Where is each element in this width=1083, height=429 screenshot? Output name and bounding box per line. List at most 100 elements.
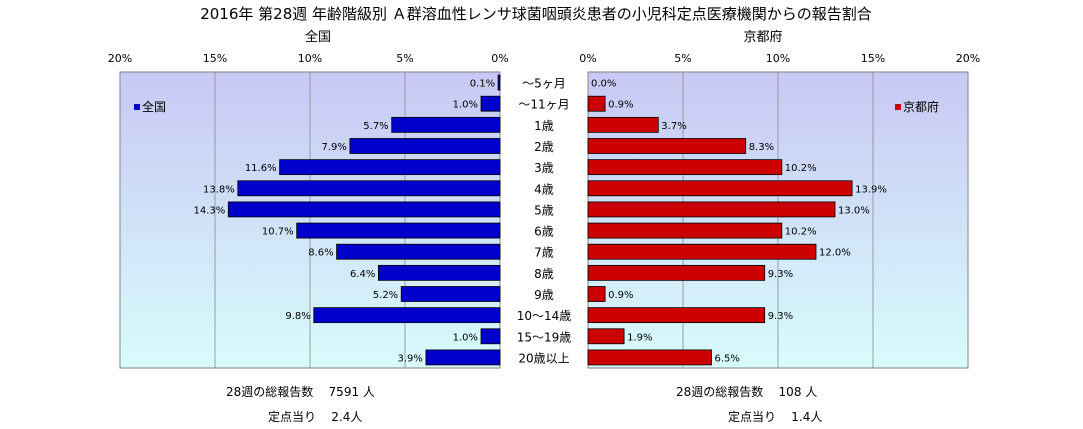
left-bar-label: 10.7% [262,227,294,238]
right-bar-label: 10.2% [785,163,817,174]
right-bar [587,328,625,345]
right-total-value: 108 人 [778,385,818,399]
category-label: 9歳 [534,288,554,302]
right-bar [587,307,766,324]
category-label: 10～14歳 [517,309,572,323]
right-tick-label: 15% [861,52,885,65]
right-bar-label: 12.0% [819,248,851,259]
right-bar [587,95,606,112]
right-tick-label: 20% [956,52,980,65]
category-label: 2歳 [534,140,554,154]
left-bar [377,264,501,281]
left-bar [237,180,501,197]
category-label: ～5ヶ月 [522,77,566,91]
left-per-value: 2.4人 [331,410,363,424]
left-per-site: 定点当り 2.4人 [268,408,362,425]
left-tick-labels: 20% 15% 10% 5% 0% [108,52,509,65]
right-bar [587,138,747,154]
left-bar-label: 8.6% [308,248,333,259]
right-per-site: 定点当り 1.4人 [728,408,822,425]
right-bar-label: 0.0% [591,79,616,90]
left-bar-label: 9.8% [285,311,310,322]
left-bar-label: 11.6% [245,163,277,174]
right-bar [587,180,853,197]
category-label: 15～19歳 [517,330,572,344]
right-tick-label: 0% [579,52,596,65]
left-total: 28週の総報告数 7591 人 [226,383,375,400]
category-label: 6歳 [534,225,554,239]
left-tick-label: 0% [491,52,508,65]
chart-title: 2016年 第28週 年齢階級別 Ａ群溶血性レンサ球菌咽頭炎患者の小児科定点医療… [200,5,872,23]
category-label: 4歳 [534,182,554,196]
left-bar-label: 1.0% [453,332,478,343]
legend-right-label: 京都府 [903,99,939,114]
right-bar [587,222,783,239]
right-per-value: 1.4人 [791,410,823,424]
right-bar-label: 6.5% [715,353,740,364]
left-bar-label: 1.0% [453,100,478,111]
left-bar [313,307,501,324]
right-tick-labels: 0% 5% 10% 15% 20% [579,52,980,65]
right-subtitle: 京都府 [743,30,782,45]
right-total-label: 28週の総報告数 [676,385,764,399]
category-labels: ～5ヶ月 ～11ヶ月 1歳 2歳 3歳 4歳 5歳 6歳 7歳 8歳 9歳 10～14歳 15～19歳 2… [517,77,572,366]
right-bar-label: 0.9% [608,290,633,301]
right-tick-label: 10% [766,52,790,65]
left-bar-label: 13.8% [203,184,235,195]
left-bar-label: 5.7% [363,121,388,132]
left-bar-label: 0.1% [470,79,495,90]
right-bar-label: 8.3% [749,142,774,153]
right-total: 28週の総報告数 108 人 [676,383,817,400]
left-bar-label: 6.4% [350,269,375,280]
category-label: ～11ヶ月 [518,98,569,112]
right-bar [587,264,766,281]
left-bar [400,286,501,302]
category-label: 3歳 [534,161,554,175]
legend-left-swatch [134,104,140,110]
category-label: 1歳 [534,119,554,133]
left-per-label: 定点当り [268,410,317,424]
right-bar [587,286,606,302]
right-bar-label: 3.7% [661,121,686,132]
right-bar [587,349,712,366]
legend-left: 全国 [134,99,166,114]
left-tick-label: 5% [396,52,413,65]
left-bar [279,159,501,176]
right-bar [587,243,817,260]
category-label: 20歳以上 [518,351,569,365]
right-per-label: 定点当り [728,410,777,424]
left-bar-label: 5.2% [373,290,398,301]
left-bar [349,138,501,154]
right-bar [587,201,836,218]
left-bar [480,328,501,345]
legend-left-label: 全国 [142,99,166,114]
right-bar-label: 9.3% [768,269,793,280]
right-bar-label: 0.9% [608,100,633,111]
right-bar-label: 9.3% [768,311,793,322]
left-bar [391,116,501,133]
left-bars: 0.1% 1.0% 5.7% 7.9% 11.6% 13.8% 14.3% 10.7% 8.6%… [194,74,501,366]
left-bar-label: 3.9% [397,353,422,364]
category-label: 5歳 [534,203,554,217]
left-bar-label: 14.3% [194,205,226,216]
left-bar [227,201,501,218]
left-total-label: 28週の総報告数 [226,385,314,399]
right-bar [587,116,659,133]
left-bar [296,222,501,239]
left-bar-label: 7.9% [321,142,346,153]
category-label: 8歳 [534,267,554,281]
left-bar [480,95,501,112]
left-total-value: 7591 人 [328,385,375,399]
category-label: 7歳 [534,246,554,260]
right-tick-label: 5% [674,52,691,65]
right-bars: 0.0%0.9%3.7%8.3%10.2%13.9%13.0%10.2%12.0… [587,79,887,366]
right-bar-label: 13.9% [855,184,887,195]
right-bar-label: 1.9% [627,332,652,343]
left-bar [336,243,501,260]
legend-right: 京都府 [895,99,939,114]
right-bar [587,159,783,176]
legend-right-swatch [895,104,901,110]
right-bar-label: 10.2% [785,227,817,238]
left-subtitle: 全国 [305,29,331,45]
